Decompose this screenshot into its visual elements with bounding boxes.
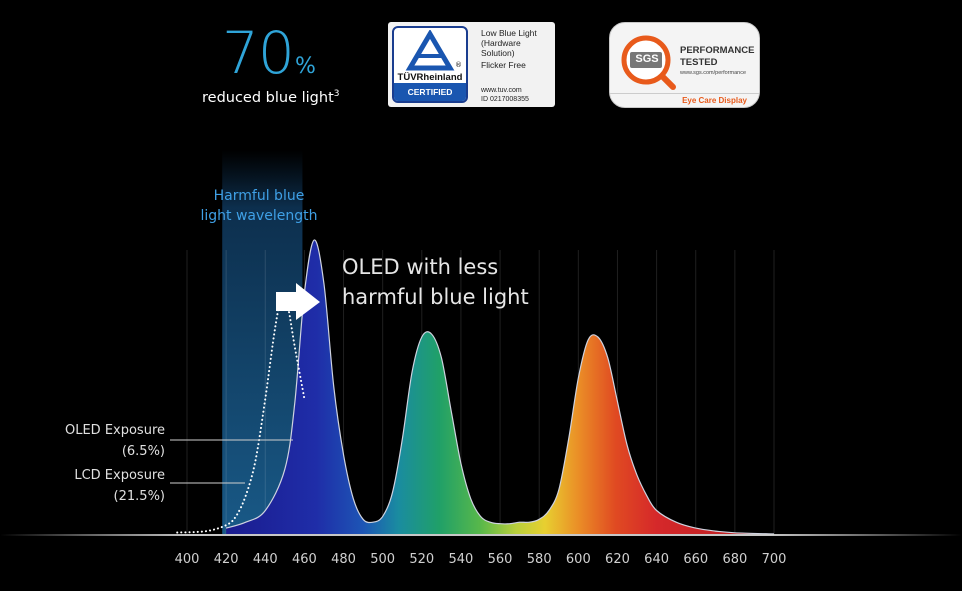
legend-lcd-value: (21.5%)	[114, 489, 165, 504]
tuv-line-3: Solution)	[481, 48, 515, 58]
tuv-triangle-icon	[405, 30, 455, 71]
stat-unit: %	[295, 54, 316, 79]
tuv-id: ID 0217008355	[481, 96, 529, 103]
x-tick-label: 700	[762, 552, 787, 567]
oled-series-outline	[225, 239, 775, 535]
harmful-band-label-1: Harmful blue	[214, 188, 305, 204]
legend-oled-name: OLED Exposure	[65, 423, 165, 438]
x-tick-label: 580	[527, 552, 552, 567]
x-tick-label: 520	[409, 552, 434, 567]
tuv-line-1: Low Blue Light	[481, 28, 537, 38]
tuv-line-2: (Hardware	[481, 38, 521, 48]
stat-footnote: 3	[333, 89, 340, 99]
tuv-certified-label: CERTIFIED	[394, 83, 466, 101]
tuv-logo: TÜVRheinland ® CERTIFIED	[392, 26, 468, 103]
sgs-performance-label: PERFORMANCE	[680, 45, 755, 56]
x-tick-label: 540	[449, 552, 474, 567]
stat-caption-text: reduced blue light	[202, 89, 334, 106]
annotation-line-1: OLED with less	[342, 255, 498, 279]
x-tick-label: 560	[488, 552, 513, 567]
x-tick-label: 500	[370, 552, 395, 567]
sgs-url: www.sgs.com/performance	[680, 70, 747, 76]
tuv-registered-mark: ®	[455, 61, 462, 69]
x-tick-label: 660	[683, 552, 708, 567]
sgs-bottom-bar	[610, 93, 759, 107]
shift-arrow-icon	[276, 283, 320, 320]
lcd-series-line	[176, 295, 306, 534]
legend-lcd-name: LCD Exposure	[74, 468, 165, 483]
x-tick-label: 460	[292, 552, 317, 567]
sgs-badge: SGS PERFORMANCE TESTED www.sgs.com/perfo…	[609, 22, 760, 108]
tuv-brand: TÜVRheinland	[397, 72, 463, 83]
sgs-tested-label: TESTED	[680, 57, 718, 68]
stat-value: 70	[222, 19, 295, 87]
harmful-band-label-2: light wavelength	[200, 208, 317, 224]
sgs-magnifier-icon	[621, 35, 676, 90]
x-tick-label: 420	[214, 552, 239, 567]
x-tick-label: 620	[605, 552, 630, 567]
legend-oled-value: (6.5%)	[122, 444, 165, 459]
x-tick-label: 400	[175, 552, 200, 567]
x-axis-ticks: 400 420 440 460 480 500 520 540 560 580 600 620 640 6…	[175, 552, 787, 567]
x-axis-line	[0, 534, 962, 536]
x-tick-label: 640	[644, 552, 669, 567]
x-tick-label: 480	[331, 552, 356, 567]
tuv-url: www.tuv.com	[481, 87, 522, 94]
x-tick-label: 680	[722, 552, 747, 567]
x-tick-label: 600	[566, 552, 591, 567]
sgs-eye-care-label: Eye Care Display	[682, 96, 747, 105]
tuv-line-4: Flicker Free	[481, 60, 526, 70]
oled-series-area	[226, 239, 775, 534]
sgs-logo-text: SGS	[635, 53, 659, 65]
x-tick-label: 440	[253, 552, 278, 567]
stat-caption: reduced blue light3	[202, 89, 340, 106]
tuv-badge: TÜVRheinland ® CERTIFIED Low Blue Light …	[388, 22, 555, 107]
annotation-line-2: harmful blue light	[342, 285, 529, 309]
